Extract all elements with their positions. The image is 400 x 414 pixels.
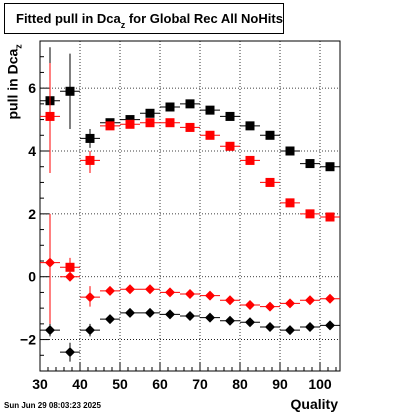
data-point — [65, 271, 75, 282]
axes: 30 40 50 60 70 80 90 100 −2 0 2 4 6 — [20, 40, 337, 392]
x-tick-label: 60 — [152, 376, 168, 392]
data-point — [105, 314, 115, 325]
y-tick-label: 2 — [28, 206, 36, 222]
data-point — [305, 209, 315, 219]
data-point — [325, 293, 335, 304]
series-1 — [40, 63, 340, 277]
data-point — [165, 118, 175, 128]
y-tick-label: −2 — [20, 332, 36, 348]
data-point — [205, 290, 215, 301]
data-point — [165, 102, 175, 112]
y-tick-label: 6 — [28, 80, 36, 96]
plot-frame — [39, 40, 341, 372]
data-point — [165, 287, 175, 298]
data-point — [145, 118, 155, 128]
data-marks — [40, 47, 340, 362]
data-point — [245, 300, 255, 310]
data-point — [285, 325, 295, 336]
data-point — [105, 121, 115, 131]
data-point — [305, 295, 315, 306]
data-point — [325, 212, 335, 222]
data-point — [205, 130, 215, 140]
data-point — [185, 99, 195, 109]
datestamp: Sun Jun 29 08:03:23 2025 — [4, 401, 101, 410]
data-point — [185, 311, 195, 321]
x-tick-label: 40 — [72, 376, 88, 392]
series-3 — [40, 307, 340, 362]
y-tick-label: 0 — [28, 269, 36, 285]
x-tick-label: 100 — [308, 376, 332, 392]
data-point — [45, 325, 55, 336]
data-point — [65, 347, 75, 358]
data-point — [185, 289, 195, 299]
data-point — [85, 292, 95, 303]
data-point — [225, 295, 235, 306]
x-axis-label: Quality — [290, 396, 338, 412]
x-tick-label: 30 — [32, 376, 48, 392]
data-point — [325, 162, 335, 172]
data-point — [105, 285, 115, 296]
data-point — [285, 198, 295, 208]
data-point — [265, 322, 275, 332]
data-point — [245, 317, 255, 328]
data-point — [65, 262, 75, 272]
data-point — [85, 325, 95, 336]
x-tick-label: 80 — [232, 376, 248, 392]
data-point — [125, 115, 135, 125]
data-point — [145, 108, 155, 118]
data-point — [285, 146, 295, 156]
data-point — [305, 159, 315, 169]
chart-title: Fitted pull in Dcaz for Global Rec All N… — [16, 11, 283, 30]
data-point — [45, 111, 55, 121]
data-point — [265, 301, 275, 312]
data-point — [225, 111, 235, 121]
y-axis-label: pull in Dcaz — [4, 44, 24, 120]
data-point — [205, 312, 215, 323]
data-point — [185, 122, 195, 132]
data-point — [265, 177, 275, 187]
data-point — [145, 284, 155, 295]
data-point — [225, 315, 235, 326]
data-point — [245, 155, 255, 165]
data-point — [265, 130, 275, 140]
data-point — [245, 121, 255, 131]
data-point — [165, 309, 175, 320]
grid-lines — [40, 41, 340, 371]
data-point — [125, 307, 135, 318]
data-point — [45, 257, 55, 268]
data-point — [205, 105, 215, 115]
data-point — [305, 322, 315, 332]
data-point — [145, 307, 155, 318]
data-point — [85, 133, 95, 143]
data-point — [325, 320, 335, 331]
x-tick-label: 90 — [272, 376, 288, 392]
data-point — [125, 119, 135, 129]
data-point — [225, 141, 235, 151]
data-point — [285, 298, 295, 309]
data-point — [85, 155, 95, 165]
data-point — [125, 284, 135, 295]
series-2 — [40, 213, 340, 324]
y-tick-label: 4 — [28, 143, 36, 159]
x-tick-label: 70 — [192, 376, 208, 392]
series-0 — [40, 47, 340, 172]
data-point — [65, 86, 75, 96]
x-tick-label: 50 — [112, 376, 128, 392]
title-box: Fitted pull in Dcaz for Global Rec All N… — [4, 3, 284, 34]
